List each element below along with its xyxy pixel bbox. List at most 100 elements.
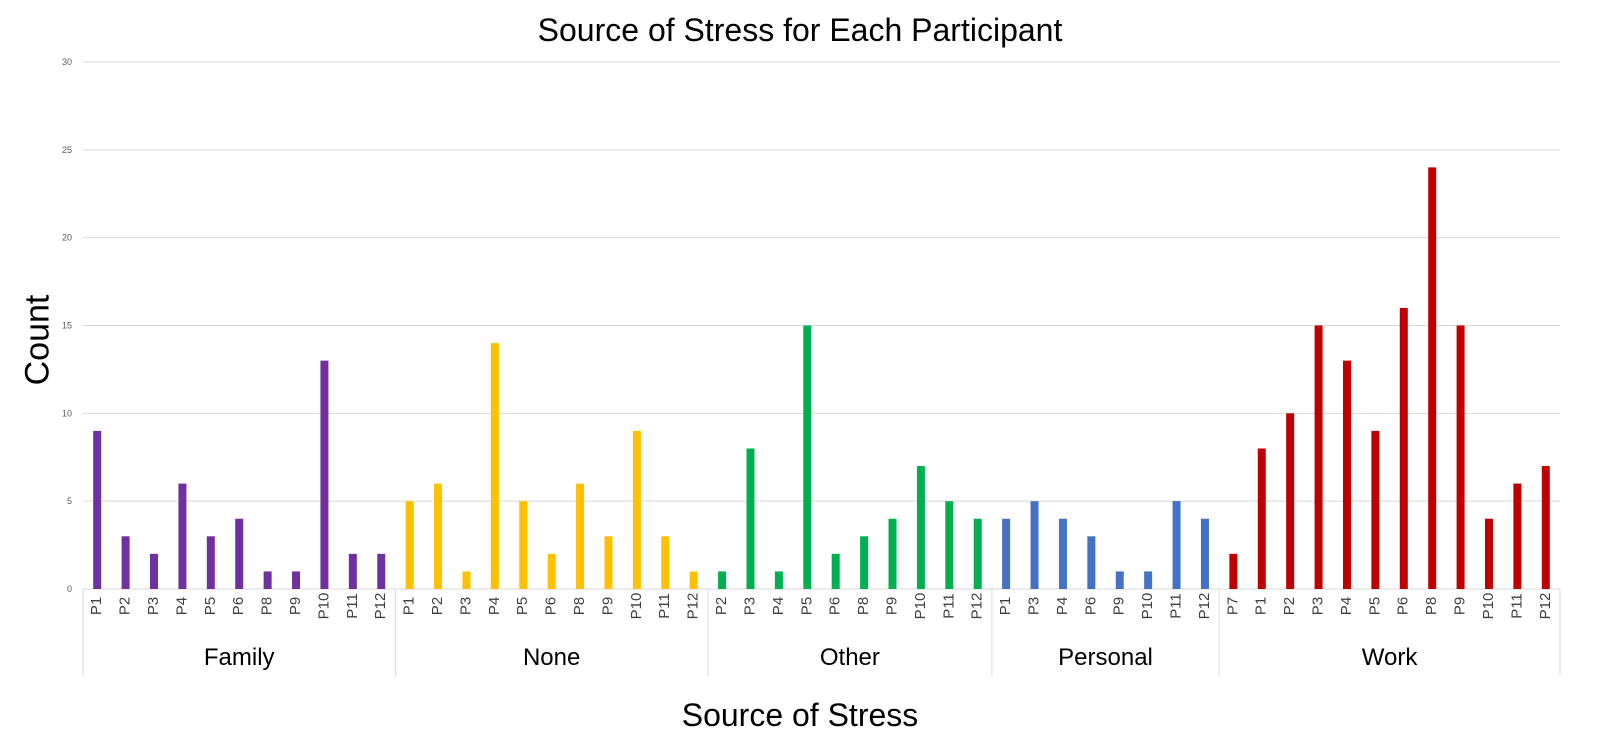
x-tick-label: P5 (514, 597, 531, 615)
bar-none-p5 (519, 501, 528, 589)
x-tick-label: P9 (599, 597, 616, 615)
x-tick-label: P6 (230, 597, 247, 615)
bar-personal-p11 (1172, 501, 1181, 589)
x-tick-label: P2 (429, 597, 446, 615)
x-tick-label: P6 (1395, 597, 1412, 615)
bar-work-p10 (1484, 518, 1493, 589)
x-tick-label: P8 (1423, 597, 1440, 615)
bar-family-p11 (348, 553, 357, 589)
x-tick-label: P4 (173, 597, 190, 615)
x-tick-label: P11 (1168, 593, 1185, 619)
x-tick-label: P3 (145, 597, 162, 615)
bar-other-p10 (916, 466, 925, 589)
x-tick-label: P12 (372, 593, 389, 620)
bar-family-p12 (377, 553, 386, 589)
x-tick-label: P6 (827, 597, 844, 615)
x-tick-label: P7 (1224, 597, 1241, 615)
group-label-personal: Personal (1058, 644, 1153, 671)
y-tick-label: 25 (62, 145, 72, 155)
bar-personal-p9 (1115, 571, 1124, 589)
bar-none-p4 (490, 343, 499, 589)
bar-family-p8 (263, 571, 272, 589)
x-tick-label: P10 (1480, 593, 1497, 620)
x-tick-label: P2 (713, 597, 730, 615)
x-tick-label: P9 (1111, 597, 1128, 615)
bar-work-p3 (1314, 325, 1323, 589)
bar-other-p12 (973, 518, 982, 589)
bar-work-p1 (1257, 448, 1266, 589)
bar-family-p2 (121, 536, 130, 589)
bar-personal-p1 (1002, 518, 1011, 589)
x-tick-label: P10 (1139, 593, 1156, 620)
bar-work-p6 (1399, 307, 1408, 589)
bar-personal-p10 (1144, 571, 1153, 589)
x-tick-label: P11 (656, 593, 673, 619)
bar-personal-p4 (1058, 518, 1067, 589)
bar-work-p5 (1371, 430, 1380, 589)
bar-other-p11 (945, 501, 954, 589)
bar-work-p12 (1541, 466, 1550, 589)
bar-work-p7 (1229, 553, 1238, 589)
x-tick-label: P5 (798, 597, 815, 615)
bar-none-p9 (604, 536, 613, 589)
group-label-work: Work (1362, 644, 1419, 671)
x-tick-label: P4 (486, 597, 503, 615)
group-label-family: Family (204, 644, 275, 671)
x-tick-label: P10 (315, 593, 332, 620)
x-tick-label: P10 (912, 593, 929, 620)
x-tick-label: P11 (344, 593, 361, 619)
bar-none-p3 (462, 571, 471, 589)
x-tick-label: P11 (940, 593, 957, 619)
x-tick-label: P2 (117, 597, 134, 615)
x-tick-label: P1 (997, 597, 1014, 615)
bar-other-p9 (888, 518, 897, 589)
x-tick-label: P8 (855, 597, 872, 615)
bar-family-p3 (150, 553, 159, 589)
bar-family-p5 (206, 536, 215, 589)
x-tick-label: P2 (1281, 597, 1298, 615)
bar-personal-p6 (1087, 536, 1096, 589)
x-tick-label: P3 (457, 597, 474, 615)
bar-other-p8 (860, 536, 869, 589)
bar-work-p11 (1513, 483, 1522, 589)
bar-work-p8 (1428, 167, 1437, 589)
y-tick-label: 30 (62, 57, 72, 67)
chart-title: Source of Stress for Each Participant (537, 12, 1063, 48)
bar-none-p8 (576, 483, 585, 589)
bar-none-p2 (434, 483, 443, 589)
bar-none-p6 (547, 553, 556, 589)
group-label-other: Other (820, 644, 880, 671)
bar-none-p12 (689, 571, 698, 589)
x-tick-label: P5 (202, 597, 219, 615)
bar-family-p4 (178, 483, 187, 589)
x-tick-label: P12 (969, 593, 986, 620)
y-tick-label: 5 (67, 496, 72, 506)
y-tick-label: 15 (62, 321, 72, 331)
x-tick-label: P3 (1310, 597, 1327, 615)
x-tick-label: P8 (259, 597, 276, 615)
bar-work-p4 (1342, 360, 1351, 589)
bar-work-p9 (1456, 325, 1465, 589)
x-tick-label: P5 (1366, 597, 1383, 615)
x-tick-label: P10 (628, 593, 645, 620)
bar-other-p5 (803, 325, 812, 589)
bar-personal-p3 (1030, 501, 1039, 589)
bar-none-p11 (661, 536, 670, 589)
x-tick-label: P1 (88, 597, 105, 615)
bar-personal-p12 (1200, 518, 1209, 589)
bar-none-p10 (632, 430, 641, 589)
x-tick-label: P1 (1253, 597, 1270, 615)
x-tick-label: P9 (1452, 597, 1469, 615)
x-tick-label: P12 (1196, 593, 1213, 620)
bar-work-p2 (1286, 413, 1295, 589)
x-tick-label: P9 (883, 597, 900, 615)
group-label-none: None (523, 644, 580, 671)
bar-family-p1 (93, 430, 102, 589)
bar-none-p1 (405, 501, 414, 589)
x-tick-label: P9 (287, 597, 304, 615)
x-tick-label: P11 (1508, 593, 1525, 619)
y-tick-label: 0 (67, 584, 72, 594)
x-axis-title: Source of Stress (681, 697, 919, 733)
bar-other-p3 (746, 448, 755, 589)
